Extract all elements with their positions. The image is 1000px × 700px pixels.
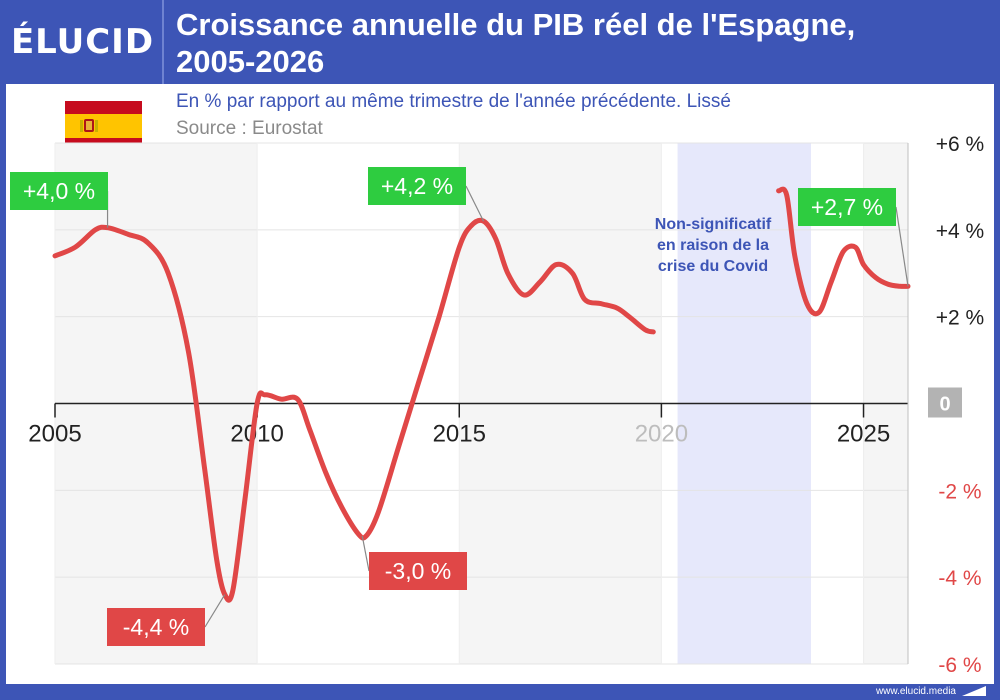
annotation-leader [895, 206, 909, 287]
annotation-leader [204, 594, 226, 628]
annotation-label: -3,0 % [385, 558, 451, 584]
gdp-line-chart: 2005 2010 2015 2020 2025 +6 % +4 % +2 % 0 -2 % -4 … [10, 133, 984, 677]
elucid-mark-icon [962, 686, 986, 696]
y-tick-label: +6 % [936, 133, 984, 156]
chart-subtitle: En % par rapport au même trimestre de l'… [176, 91, 731, 112]
x-tick-label: 2020 [635, 421, 688, 448]
annotation-leader [361, 535, 370, 572]
y-tick-label: +2 % [936, 307, 984, 330]
annotation-box [368, 167, 466, 205]
annotation-leader [465, 185, 485, 222]
x-tick-label: 2010 [230, 421, 283, 448]
y-tick-label: -2 % [938, 480, 981, 503]
footer-bar [0, 684, 1000, 700]
footer-site: www.elucid.media [875, 686, 956, 697]
annotation-box [798, 188, 896, 226]
annotation-box [107, 608, 205, 646]
annotation-label: +4,2 % [381, 173, 453, 199]
annotation-box [10, 172, 108, 210]
x-tick-label: 2015 [433, 421, 486, 448]
y-tick-label: +4 % [936, 220, 984, 243]
annotation-label: +2,7 % [811, 194, 883, 220]
header-bar [0, 0, 1000, 84]
chart-title: Croissance annuelle du PIB réel de l'Esp… [176, 6, 986, 80]
x-tick-label: 2005 [28, 421, 81, 448]
annotation-label: -4,4 % [123, 614, 189, 640]
y-tick-label: -4 % [938, 567, 981, 590]
frame-left-border [0, 84, 6, 700]
logo-separator [162, 0, 164, 84]
chart-source: Source : Eurostat [176, 118, 323, 139]
annotation-box [369, 552, 467, 590]
frame-right-border [994, 84, 1000, 700]
zero-label-bg [928, 387, 962, 418]
x-tick-label: 2025 [837, 421, 890, 448]
chart-title-line-2: 2005-2026 [176, 44, 325, 79]
gdp-series-line [52, 217, 656, 603]
y-tick-label: 0 [939, 394, 950, 416]
chart-title-line-1: Croissance annuelle du PIB réel de l'Esp… [176, 7, 856, 42]
covid-note: Non-significatif en raison de la crise d… [654, 216, 772, 275]
gdp-series-line [776, 186, 911, 317]
elucid-logo: ÉLUCID [10, 22, 155, 62]
y-tick-label: -6 % [938, 654, 981, 677]
annotation-label: +4,0 % [23, 178, 95, 204]
